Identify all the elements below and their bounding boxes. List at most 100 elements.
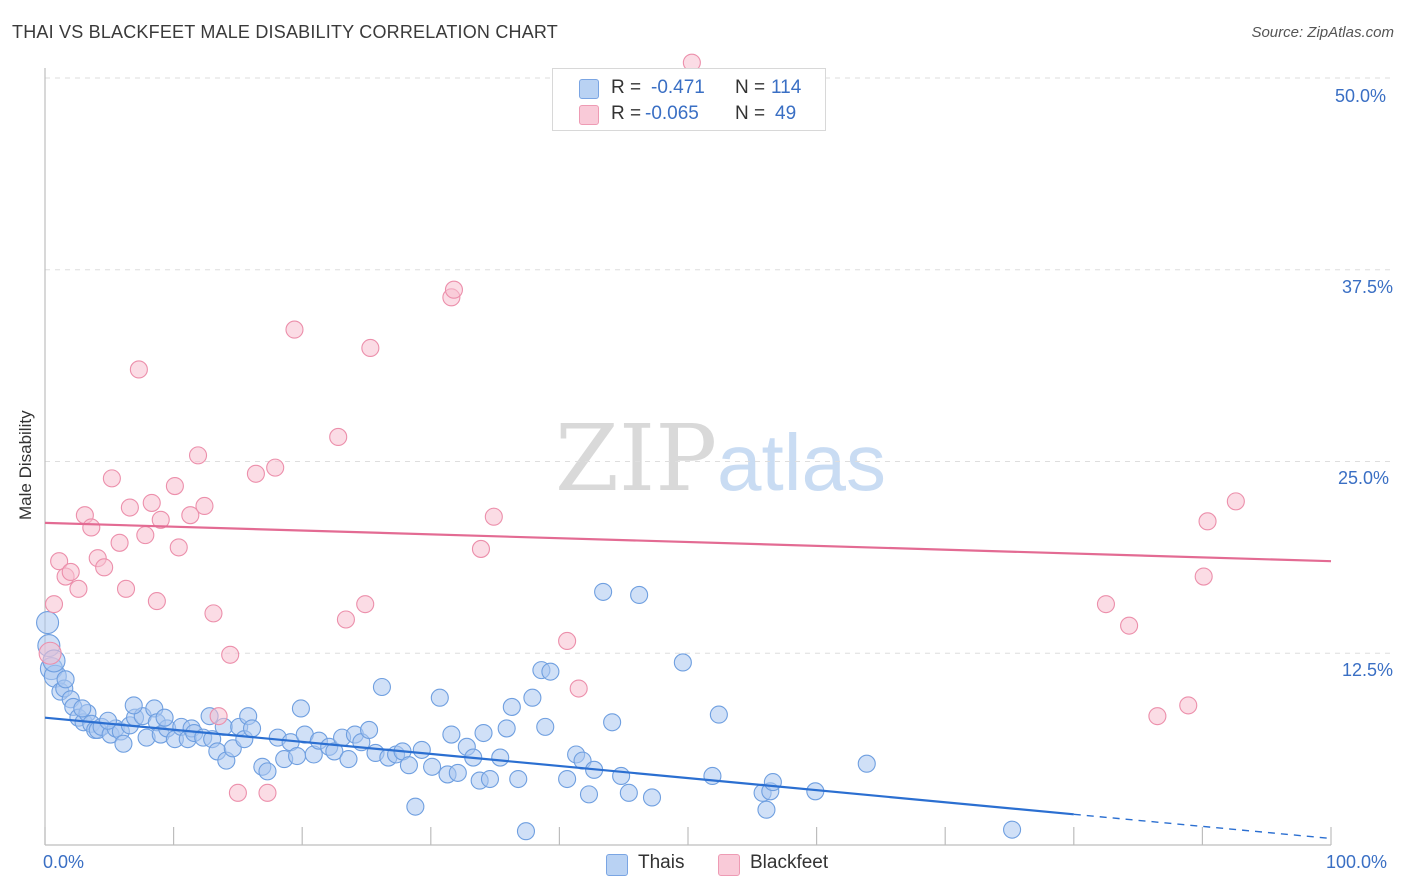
blackfeet-point-45	[1148, 707, 1167, 726]
y-axis-label: Male Disability	[16, 410, 35, 520]
blackfeet-point-5	[69, 579, 88, 598]
blackfeet-point-37	[444, 280, 463, 299]
source-label: Source: ZipAtlas.com	[1251, 24, 1394, 41]
thais-point-78	[502, 697, 521, 716]
legend-row-blackfeet: R = -0.065 N = 49	[553, 101, 825, 127]
thais-point-90	[594, 582, 613, 601]
blackfeet-point-27	[228, 783, 247, 802]
thais-point-79	[509, 769, 528, 789]
blackfeet-point-22	[188, 446, 208, 465]
blackfeet-point-0	[38, 641, 62, 665]
blackfeet-legend-swatch	[718, 854, 740, 876]
thais-legend-label: Thais	[638, 852, 685, 873]
thais-r-value: -0.471	[651, 77, 705, 98]
blackfeet-point-32	[329, 427, 348, 447]
thais-point-111	[124, 696, 143, 715]
blackfeet-point-14	[129, 360, 148, 379]
thais-point-85	[558, 769, 577, 789]
thais-point-106	[36, 611, 60, 635]
thais-point-67	[430, 688, 449, 707]
x-tick-min: 0.0%	[43, 852, 85, 872]
blackfeet-point-7	[82, 518, 101, 537]
thais-point-96	[673, 653, 692, 672]
blackfeet-point-15	[136, 526, 155, 545]
thais-point-54	[339, 750, 358, 769]
blackfeet-point-4	[61, 562, 80, 581]
blackfeet-point-28	[246, 464, 265, 483]
blackfeet-point-24	[204, 604, 223, 623]
blackfeet-point-39	[484, 507, 503, 526]
series-legend: Thais Blackfeet	[0, 852, 1406, 878]
blackfeet-point-1	[44, 595, 64, 614]
thais-point-81	[523, 688, 542, 707]
blackfeet-point-29	[258, 783, 277, 802]
grid-lines	[45, 77, 1393, 654]
y-tick-50: 50.0%	[1335, 86, 1387, 106]
thais-trend-line	[44, 716, 1074, 816]
blackfeet-point-2	[50, 552, 69, 571]
thais-point-95	[642, 788, 662, 807]
thais-point-46	[288, 746, 307, 766]
blackfeet-point-34	[356, 595, 375, 614]
thais-point-110	[98, 711, 118, 730]
chart-title: THAI VS BLACKFEET MALE DISABILITY CORREL…	[12, 22, 558, 42]
thais-point-105	[1003, 820, 1022, 839]
blackfeet-point-30	[266, 458, 285, 477]
thais-n-label: N =	[735, 77, 766, 98]
thais-point-59	[372, 677, 391, 697]
thais-point-52	[325, 742, 344, 761]
axes	[44, 68, 1332, 846]
zipatlas-watermark: ZIP atlas	[555, 405, 886, 512]
thais-points	[36, 582, 1022, 841]
thais-legend-swatch	[606, 854, 628, 876]
blackfeet-point-26	[221, 645, 240, 664]
blackfeet-point-23	[195, 496, 214, 516]
thais-point-92	[612, 766, 631, 786]
thais-point-64	[406, 797, 425, 816]
blackfeet-point-10	[102, 469, 121, 488]
thais-point-65	[412, 740, 431, 759]
thais-point-93	[619, 783, 638, 802]
blackfeet-point-9	[95, 558, 114, 577]
thais-point-83	[536, 717, 555, 736]
thais-point-84	[541, 662, 560, 681]
thais-r-label: R =	[611, 77, 642, 98]
blackfeet-legend-label: Blackfeet	[750, 852, 829, 873]
blackfeet-point-38	[471, 539, 491, 558]
thais-trend-extension	[1073, 813, 1332, 840]
blackfeet-point-43	[1096, 595, 1115, 614]
stats-legend: R = -0.471 N = 114 R = -0.065 N = 49	[552, 68, 826, 131]
blackfeet-point-31	[285, 320, 304, 339]
thais-point-69	[442, 725, 461, 744]
blackfeet-r-value: -0.065	[645, 103, 699, 124]
thais-point-88	[579, 785, 599, 804]
blackfeet-point-41	[569, 679, 588, 698]
legend-row-thais: R = -0.471 N = 114	[553, 75, 825, 101]
blackfeet-n-value: 49	[775, 103, 797, 124]
blackfeet-trend-line	[44, 521, 1332, 563]
thais-point-108	[56, 670, 75, 689]
thais-point-80	[516, 822, 536, 841]
trend-lines	[44, 521, 1332, 840]
blackfeet-point-18	[151, 510, 170, 529]
blackfeet-point-16	[142, 493, 161, 512]
thais-point-109	[73, 699, 92, 718]
thais-point-112	[155, 708, 174, 727]
blackfeet-point-12	[116, 579, 136, 598]
thais-point-66	[423, 757, 442, 776]
thais-point-100	[757, 800, 776, 819]
blackfeet-point-13	[120, 498, 139, 517]
blackfeet-point-48	[1198, 512, 1217, 531]
blackfeet-point-44	[1120, 616, 1139, 635]
thais-point-75	[480, 769, 500, 789]
blackfeet-point-25	[209, 707, 228, 726]
y-tick-25: 25.0%	[1338, 468, 1390, 488]
thais-point-74	[474, 723, 493, 743]
y-tick-37-5: 37.5%	[1342, 277, 1394, 297]
thais-point-63	[399, 756, 418, 775]
watermark-zip: ZIP	[555, 405, 717, 512]
thais-point-77	[497, 719, 516, 738]
blackfeet-point-20	[169, 538, 188, 557]
blackfeet-point-40	[558, 631, 577, 651]
